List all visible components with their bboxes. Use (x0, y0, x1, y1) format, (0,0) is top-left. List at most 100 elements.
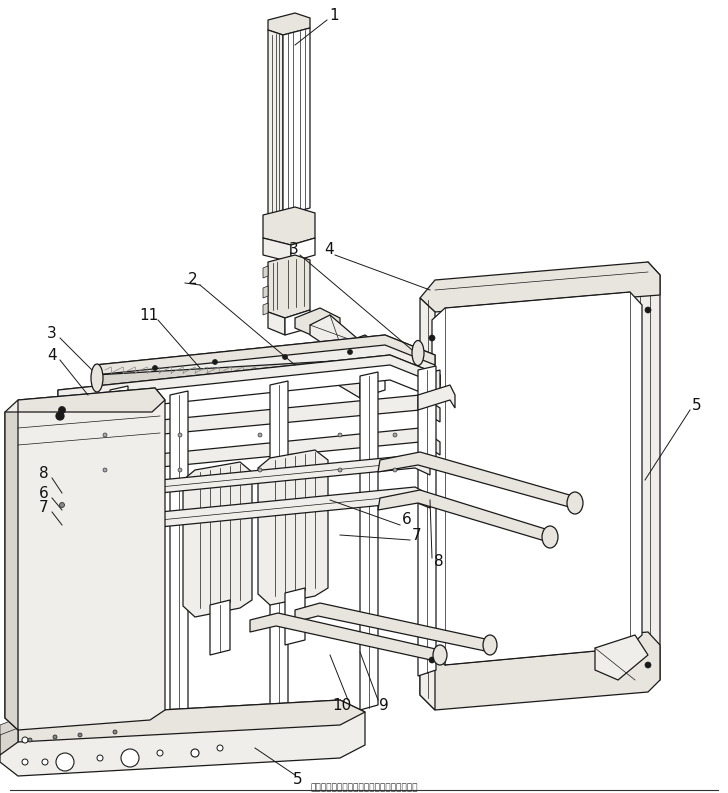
Text: 6: 6 (39, 485, 49, 500)
Circle shape (338, 433, 342, 437)
Polygon shape (338, 368, 360, 398)
Circle shape (429, 335, 435, 341)
Polygon shape (420, 370, 440, 400)
Circle shape (121, 749, 139, 767)
Polygon shape (58, 395, 78, 718)
Polygon shape (5, 388, 165, 730)
Circle shape (113, 730, 117, 734)
Circle shape (178, 433, 182, 437)
Polygon shape (18, 388, 165, 412)
Polygon shape (95, 335, 435, 388)
Polygon shape (58, 355, 440, 400)
Circle shape (258, 468, 262, 472)
Polygon shape (263, 286, 268, 298)
Polygon shape (95, 358, 385, 398)
Ellipse shape (542, 526, 558, 548)
Circle shape (58, 415, 61, 417)
Circle shape (217, 745, 223, 751)
Circle shape (22, 737, 28, 743)
Polygon shape (258, 450, 328, 605)
Circle shape (28, 738, 32, 742)
Polygon shape (0, 718, 18, 735)
Polygon shape (183, 462, 252, 617)
Text: 10: 10 (333, 698, 352, 712)
Polygon shape (268, 13, 310, 35)
Polygon shape (378, 452, 580, 510)
Polygon shape (285, 310, 310, 335)
Polygon shape (360, 372, 385, 398)
Polygon shape (268, 30, 283, 220)
Circle shape (22, 759, 28, 765)
Circle shape (157, 750, 163, 756)
Text: 3: 3 (47, 325, 57, 340)
Circle shape (347, 350, 352, 354)
Polygon shape (360, 372, 378, 710)
Polygon shape (338, 335, 385, 380)
Ellipse shape (483, 635, 497, 655)
Circle shape (53, 735, 57, 739)
Circle shape (103, 468, 107, 472)
Circle shape (258, 433, 262, 437)
Circle shape (178, 468, 182, 472)
Circle shape (213, 359, 218, 365)
Text: 5: 5 (293, 772, 303, 787)
Polygon shape (263, 207, 315, 245)
Text: 8: 8 (39, 465, 49, 481)
Circle shape (42, 759, 48, 765)
Circle shape (282, 354, 288, 359)
Polygon shape (420, 298, 435, 710)
Text: 4: 4 (324, 243, 334, 258)
Polygon shape (95, 335, 435, 375)
Polygon shape (291, 238, 315, 262)
Circle shape (393, 433, 397, 437)
Ellipse shape (412, 340, 424, 366)
Polygon shape (270, 381, 288, 720)
Polygon shape (295, 308, 340, 338)
Circle shape (78, 733, 82, 737)
Circle shape (191, 749, 199, 757)
Polygon shape (263, 303, 268, 315)
Polygon shape (110, 386, 128, 718)
Text: 2: 2 (188, 273, 198, 288)
Polygon shape (268, 255, 310, 318)
Text: 5: 5 (692, 397, 702, 412)
Text: 7: 7 (39, 500, 49, 515)
Circle shape (338, 468, 342, 472)
Ellipse shape (567, 492, 583, 514)
Polygon shape (420, 632, 660, 710)
Text: 3: 3 (289, 243, 299, 258)
Polygon shape (0, 718, 18, 755)
Polygon shape (58, 355, 440, 415)
Polygon shape (283, 28, 310, 215)
Polygon shape (620, 262, 660, 692)
Polygon shape (432, 292, 642, 665)
Text: 6: 6 (402, 512, 412, 527)
Text: 7: 7 (412, 527, 422, 542)
Polygon shape (263, 266, 268, 278)
Circle shape (97, 755, 103, 761)
Circle shape (645, 307, 651, 313)
Circle shape (56, 753, 74, 771)
Ellipse shape (91, 364, 103, 392)
Circle shape (645, 662, 651, 668)
Polygon shape (268, 312, 285, 335)
Text: 1: 1 (329, 9, 339, 24)
Polygon shape (18, 700, 365, 742)
Polygon shape (263, 238, 291, 262)
Text: 11: 11 (139, 308, 159, 323)
Text: 书型盒组装机边板立起部件的制造方法与工艺: 书型盒组装机边板立起部件的制造方法与工艺 (310, 783, 418, 792)
Polygon shape (310, 315, 365, 358)
Circle shape (56, 412, 64, 420)
Polygon shape (78, 428, 440, 475)
Circle shape (60, 503, 65, 508)
Polygon shape (0, 700, 365, 776)
Polygon shape (595, 635, 648, 680)
Ellipse shape (433, 645, 447, 665)
Circle shape (152, 366, 157, 370)
Circle shape (103, 433, 107, 437)
Text: 8: 8 (434, 554, 444, 569)
Circle shape (58, 407, 66, 413)
Polygon shape (418, 366, 436, 676)
Circle shape (393, 468, 397, 472)
Polygon shape (250, 613, 440, 662)
